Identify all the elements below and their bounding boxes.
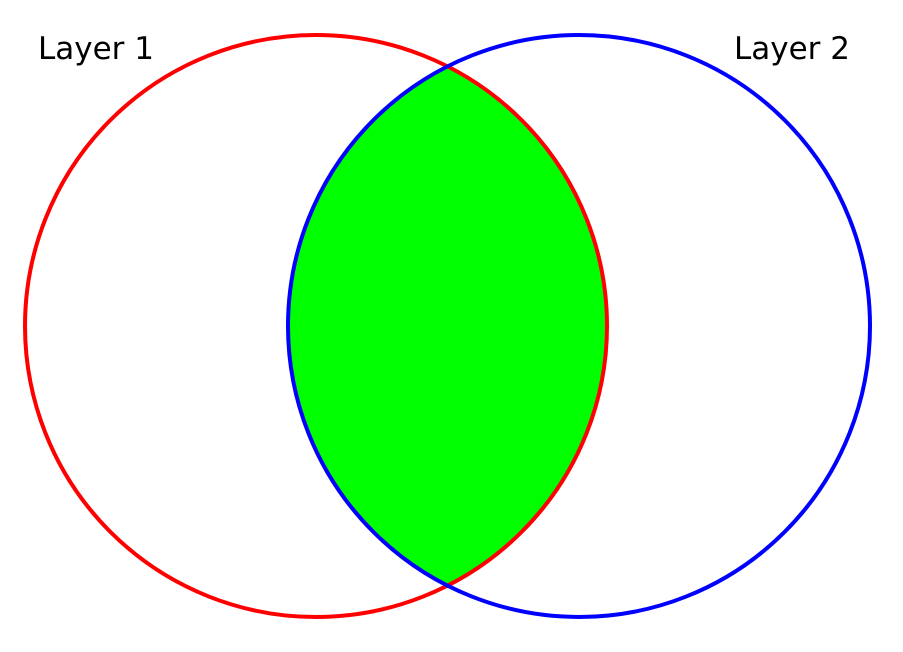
layer-1-circle <box>23 33 609 619</box>
layer-2-circle <box>286 33 872 619</box>
intersection-region <box>288 35 607 617</box>
layer-2-label: Layer 2 <box>734 31 850 67</box>
layer-1-label: Layer 1 <box>38 31 154 67</box>
